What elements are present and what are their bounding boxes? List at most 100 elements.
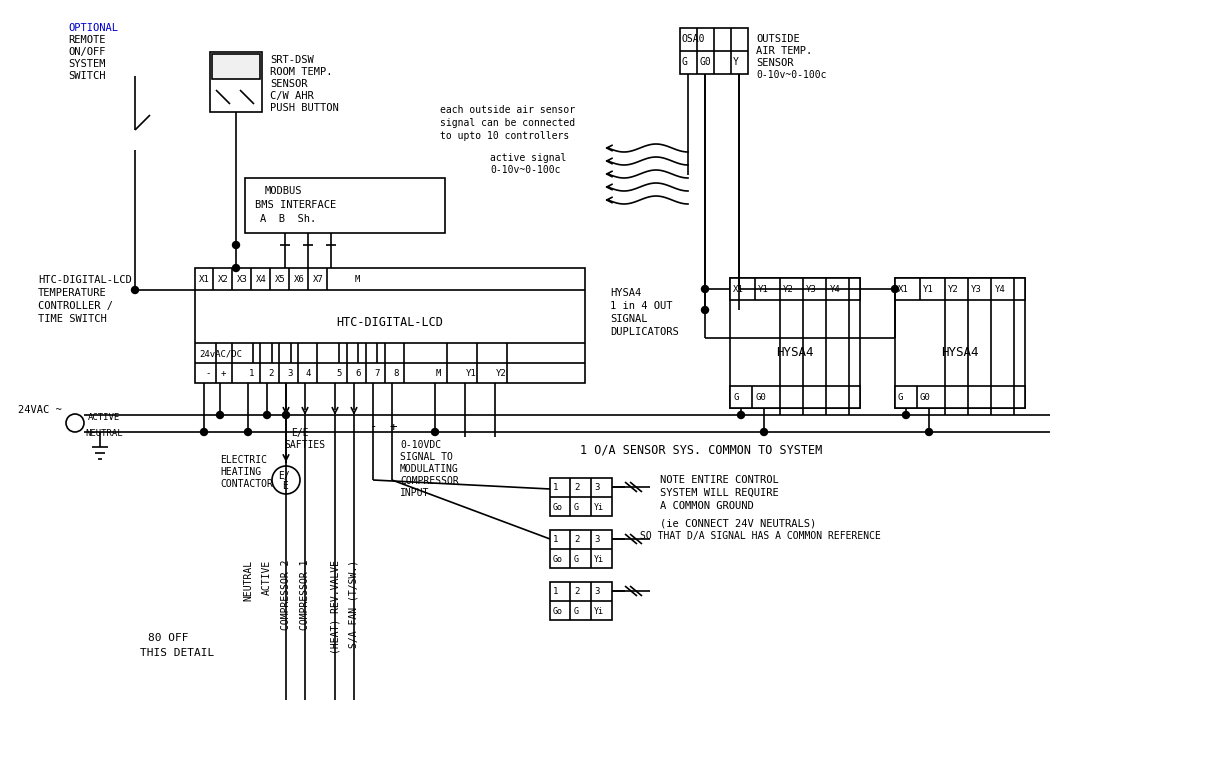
Text: BMS INTERFACE: BMS INTERFACE <box>255 200 336 210</box>
Text: (ie CONNECT 24V NEUTRALS): (ie CONNECT 24V NEUTRALS) <box>659 518 817 528</box>
Text: 0-10v~0-100c: 0-10v~0-100c <box>490 165 560 175</box>
Text: COMPRESSOR: COMPRESSOR <box>401 476 459 486</box>
Bar <box>895 386 1025 408</box>
Text: OUTSIDE: OUTSIDE <box>756 34 800 44</box>
Text: NOTE ENTIRE CONTROL: NOTE ENTIRE CONTROL <box>659 475 779 485</box>
Bar <box>195 268 584 383</box>
Text: TIME SWITCH: TIME SWITCH <box>38 314 106 324</box>
Circle shape <box>232 265 240 272</box>
Text: HTC-DIGITAL-LCD: HTC-DIGITAL-LCD <box>38 275 132 285</box>
Text: THIS DETAIL: THIS DETAIL <box>140 648 214 658</box>
Text: 3: 3 <box>594 536 599 545</box>
Text: NEUTRAL: NEUTRAL <box>85 429 122 438</box>
Bar <box>244 178 445 233</box>
Text: E: E <box>282 481 288 491</box>
Text: REMOTE: REMOTE <box>68 35 105 45</box>
Text: Go: Go <box>553 607 563 616</box>
Text: SYSTEM: SYSTEM <box>68 59 105 69</box>
Text: OSA0: OSA0 <box>682 34 705 44</box>
Bar <box>730 278 860 300</box>
Text: COMPRESSOR 1: COMPRESSOR 1 <box>300 560 310 631</box>
Text: +: + <box>221 370 226 378</box>
Bar <box>680 28 748 74</box>
Bar <box>551 530 612 568</box>
Text: G: G <box>574 502 580 511</box>
Circle shape <box>432 428 438 435</box>
Text: 3: 3 <box>287 370 293 378</box>
Text: HYSA4: HYSA4 <box>941 346 979 359</box>
Text: active signal: active signal <box>490 153 566 163</box>
Text: M: M <box>436 370 442 378</box>
Text: 6: 6 <box>355 370 361 378</box>
Text: X6: X6 <box>294 275 305 284</box>
Text: X7: X7 <box>313 275 324 284</box>
Text: G: G <box>898 393 904 402</box>
Text: (HEAT) REV.VALVE: (HEAT) REV.VALVE <box>330 560 340 654</box>
Bar <box>730 386 860 408</box>
Text: 1: 1 <box>553 536 558 545</box>
Text: HTC-DIGITAL-LCD: HTC-DIGITAL-LCD <box>336 317 443 330</box>
Text: AIR TEMP.: AIR TEMP. <box>756 46 812 56</box>
Circle shape <box>201 428 207 435</box>
Text: 1: 1 <box>553 483 558 492</box>
Text: G0: G0 <box>920 393 930 402</box>
Text: 5: 5 <box>336 370 341 378</box>
Text: G: G <box>682 57 687 67</box>
Text: ON/OFF: ON/OFF <box>68 47 105 57</box>
Text: Y1: Y1 <box>466 370 477 378</box>
Circle shape <box>244 428 252 435</box>
Text: signal can be connected: signal can be connected <box>440 118 575 128</box>
Text: Y: Y <box>733 57 739 67</box>
Text: SAFTIES: SAFTIES <box>284 440 325 450</box>
Text: to upto 10 controllers: to upto 10 controllers <box>440 131 569 141</box>
Circle shape <box>282 412 289 419</box>
Text: 3: 3 <box>594 587 599 597</box>
Circle shape <box>926 428 933 435</box>
Text: ACTIVE: ACTIVE <box>88 412 120 422</box>
Text: M: M <box>355 275 361 284</box>
Text: ROOM TEMP.: ROOM TEMP. <box>270 67 333 77</box>
Text: 24VAC ~: 24VAC ~ <box>18 405 62 415</box>
Bar <box>211 52 263 112</box>
Text: 2: 2 <box>574 587 580 597</box>
Text: each outside air sensor: each outside air sensor <box>440 105 575 115</box>
Text: E/E: E/E <box>290 428 309 438</box>
Text: Y4: Y4 <box>995 285 1006 294</box>
Text: 4: 4 <box>306 370 311 378</box>
Text: X4: X4 <box>257 275 266 284</box>
Bar <box>895 278 1025 408</box>
Text: 1: 1 <box>553 587 558 597</box>
Text: SWITCH: SWITCH <box>68 71 105 81</box>
Text: SRT-DSW: SRT-DSW <box>270 55 313 65</box>
Text: G: G <box>733 393 738 402</box>
Bar <box>551 582 612 620</box>
Text: CONTROLLER /: CONTROLLER / <box>38 301 113 311</box>
Text: 2: 2 <box>574 483 580 492</box>
Text: 0-10VDC: 0-10VDC <box>401 440 442 450</box>
Text: G0: G0 <box>755 393 766 402</box>
Text: Y3: Y3 <box>806 285 817 294</box>
Text: A  B  Sh.: A B Sh. <box>260 214 316 224</box>
Circle shape <box>217 412 224 419</box>
Bar <box>551 478 612 516</box>
Text: Yi: Yi <box>594 502 604 511</box>
Text: 7: 7 <box>374 370 380 378</box>
Text: +: + <box>388 421 397 434</box>
Text: SENSOR: SENSOR <box>756 58 794 68</box>
Text: X1: X1 <box>198 275 209 284</box>
Text: 1 O/A SENSOR SYS. COMMON TO SYSTEM: 1 O/A SENSOR SYS. COMMON TO SYSTEM <box>580 444 823 457</box>
Text: CONTACTOR: CONTACTOR <box>220 479 273 489</box>
Text: MODBUS: MODBUS <box>265 186 302 196</box>
Text: X3: X3 <box>237 275 248 284</box>
Text: Y1: Y1 <box>923 285 934 294</box>
Circle shape <box>264 412 271 419</box>
Circle shape <box>903 412 910 419</box>
Circle shape <box>892 285 899 292</box>
Text: -: - <box>204 370 211 378</box>
Text: Go: Go <box>553 502 563 511</box>
Text: X5: X5 <box>275 275 286 284</box>
Text: A COMMON GROUND: A COMMON GROUND <box>659 501 754 511</box>
Text: INPUT: INPUT <box>401 488 430 498</box>
Text: -: - <box>370 421 378 434</box>
Text: E/: E/ <box>278 471 289 481</box>
